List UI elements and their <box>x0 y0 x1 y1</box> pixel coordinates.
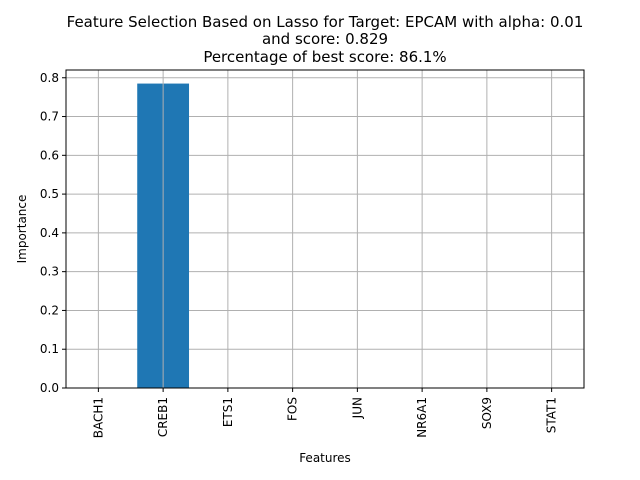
x-tick-layer: BACH1 CREB1 ETS1 FOS JUN NR6A1 SOX9 STAT1 <box>91 388 559 438</box>
x-axis-label: Features <box>299 451 351 465</box>
y-axis-label: Importance <box>15 195 29 264</box>
y-tick-label: 0.1 <box>40 342 59 356</box>
x-tick-label: SOX9 <box>480 397 494 429</box>
x-tick-label: ETS1 <box>221 397 235 427</box>
x-tick-label: NR6A1 <box>415 397 429 438</box>
y-tick-label: 0.3 <box>40 265 59 279</box>
y-tick-layer: 0.0 0.1 0.2 0.3 0.4 0.5 0.6 0.7 0.8 <box>40 71 66 395</box>
chart-title: Feature Selection Based on Lasso for Tar… <box>67 13 584 66</box>
x-tick-label: BACH1 <box>91 397 105 438</box>
y-tick-label: 0.4 <box>40 226 59 240</box>
y-tick-label: 0.8 <box>40 71 59 85</box>
title-line-3: Percentage of best score: 86.1% <box>203 48 446 66</box>
y-tick-label: 0.0 <box>40 381 59 395</box>
plot-area: 0.0 0.1 0.2 0.3 0.4 0.5 0.6 0.7 0.8 BACH1 CREB1 ET… <box>40 69 585 438</box>
y-tick-label: 0.2 <box>40 303 59 317</box>
title-line-1: Feature Selection Based on Lasso for Tar… <box>67 13 584 31</box>
x-tick-label: CREB1 <box>156 397 170 437</box>
axes-frame <box>65 69 585 389</box>
title-line-2: and score: 0.829 <box>262 30 388 48</box>
vertical-grid-layer <box>97 70 553 388</box>
y-tick-label: 0.7 <box>40 110 59 124</box>
x-tick-label: STAT1 <box>545 397 559 433</box>
y-tick-label: 0.5 <box>40 187 59 201</box>
y-tick-label: 0.6 <box>40 148 59 162</box>
x-tick-label: FOS <box>286 397 300 421</box>
x-tick-label: JUN <box>350 397 364 419</box>
